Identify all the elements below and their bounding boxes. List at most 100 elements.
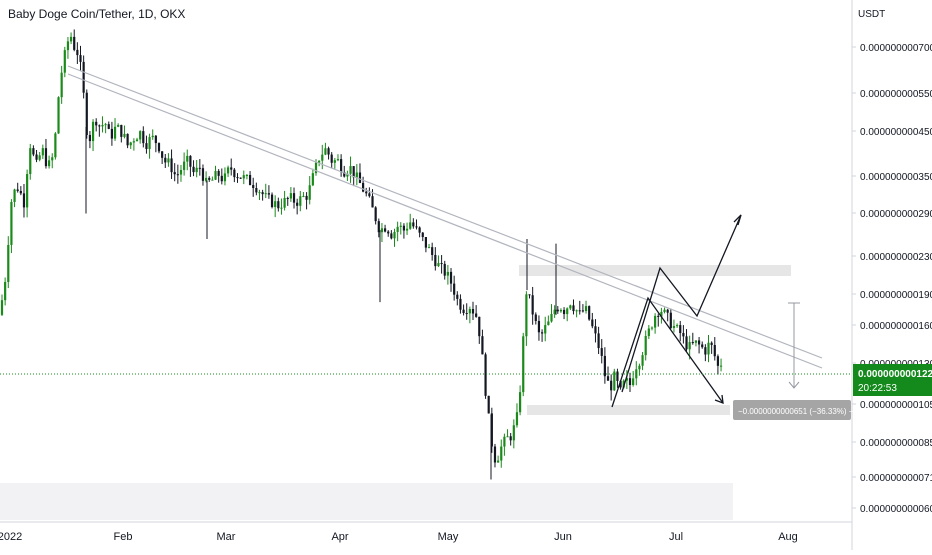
candle-body [327,148,330,155]
candle-body [201,168,205,181]
candle-body [553,309,556,315]
candle-body [393,231,396,239]
candle-body [73,36,76,50]
measure-label: −0.0000000000651 (−36.33%) −651 [738,407,867,416]
candle-body [296,202,299,206]
candle-body [148,137,151,150]
resistance-zone [519,265,791,276]
trendline-lower [67,73,823,369]
candle-body [157,143,161,152]
candle-body [57,97,60,134]
candle-body [283,197,286,208]
candle-body [462,309,465,313]
candle-body [340,159,343,173]
measure-arrowhead [788,381,800,389]
candle-body [13,189,16,203]
candle-body [35,154,38,160]
candle-body [650,327,654,329]
candle-body [446,271,449,276]
candle-body [622,380,625,388]
candle-body [302,195,305,197]
candle-body [591,319,594,327]
candle-body [205,177,208,181]
candle-body [142,131,145,144]
candle-body [10,202,13,245]
candle-body [534,314,537,321]
candle-body [694,340,698,343]
candle-body [261,192,264,195]
candle-body [688,342,691,350]
candle-body [562,309,566,315]
candle-body [220,175,223,182]
candle-body [186,155,189,162]
candle-body [362,182,365,192]
candle-body [164,157,167,163]
candle-body [597,333,600,349]
candle-body [170,158,173,173]
candle-body [135,139,139,142]
candle-body [453,283,456,295]
candle-body [79,55,82,62]
candle-body [638,365,641,370]
candle-body [85,92,88,135]
candle-body [497,460,500,463]
candle-body [211,179,214,181]
candle-body [556,309,559,312]
candle-body [383,228,387,232]
candle-body [478,316,481,337]
candle-body [223,173,227,182]
candle-body [358,172,362,183]
candle-body [559,309,563,312]
price-tick-label: 0.0000000001900 [860,290,932,301]
candle-body [286,197,289,199]
candle-body [544,325,547,334]
candle-body [195,167,198,173]
candle-body [145,143,148,150]
price-tick-label: 0.0000000005500 [860,89,932,100]
candle-body [471,309,475,314]
candle-body [613,371,616,391]
candle-body [82,61,85,93]
candle-body [107,124,110,129]
candle-body [104,124,107,126]
candle-body [69,36,73,42]
candle-body [405,228,409,231]
candle-body [575,310,578,312]
candle-body [277,201,280,209]
candle-body [346,173,349,177]
candle-body [120,124,123,137]
candle-body [54,133,57,158]
candle-body [264,193,267,195]
candle-body [600,348,603,356]
candle-body [427,247,431,249]
candle-body [255,188,258,193]
candle-body [192,166,195,173]
candle-body [628,378,632,385]
price-tick-label: 0.0000000003500 [860,172,932,183]
candle-body [29,148,32,175]
candle-body [48,160,51,167]
candle-body [63,50,66,73]
candle-body [368,193,371,197]
candle-body [274,201,277,208]
candle-body [208,177,211,180]
candle-body [594,326,597,334]
candle-body [657,315,660,317]
candle-body [161,151,164,158]
candle-body [685,336,688,350]
candle-body [572,305,575,312]
price-tick-label: 0.0000000000710 [860,473,932,484]
candle-body [610,380,613,391]
candle-body [569,305,572,309]
candle-body [179,169,183,175]
candle-body [606,376,610,381]
price-tick-label: 0.0000000000850 [860,438,932,449]
candle-body [412,222,415,227]
price-tick-label: 0.0000000000600 [860,504,932,515]
candle-body [625,378,628,381]
candle-body [101,125,104,127]
candle-body [355,172,358,178]
candle-body [44,148,48,167]
candle-body [308,185,311,200]
